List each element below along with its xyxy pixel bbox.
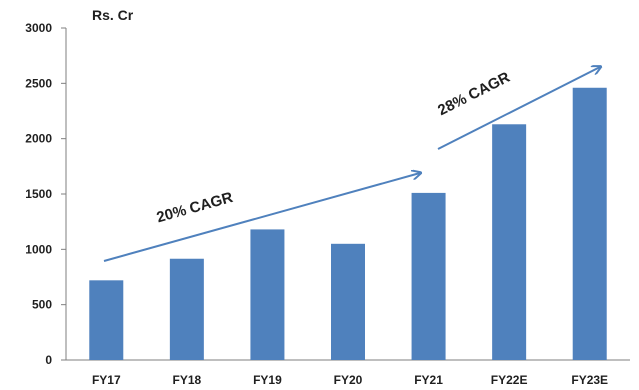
- y-axis: 0 500 1000 1500 2000 2500 3000: [25, 21, 67, 367]
- x-axis: FY17 FY18 FY19 FY20 FY21 FY22E FY23E: [66, 359, 630, 387]
- bar-fy17: [89, 280, 124, 360]
- x-tick-label: FY19: [253, 373, 282, 387]
- y-tick-label: 2000: [25, 132, 52, 146]
- x-tick-label: FY23E: [571, 373, 608, 387]
- cagr-label: 28% CAGR: [435, 69, 513, 120]
- unit-label: Rs. Cr: [92, 7, 134, 23]
- x-tick-label: FY22E: [491, 373, 528, 387]
- bar-fy21: [411, 192, 446, 360]
- bar-fy22e: [492, 124, 527, 360]
- cagr-arrow: [437, 67, 600, 150]
- x-tick-label: FY18: [173, 373, 202, 387]
- bar-fy19: [250, 229, 285, 360]
- bar-fy18: [169, 258, 204, 360]
- x-tick-label: FY20: [334, 373, 363, 387]
- y-tick-label: 2500: [25, 76, 52, 90]
- bar-fy20: [331, 243, 365, 360]
- cagr-label: 20% CAGR: [155, 189, 235, 226]
- y-tick-label: 0: [45, 353, 52, 367]
- y-tick-label: 500: [32, 298, 52, 312]
- x-tick-label: FY21: [414, 373, 443, 387]
- y-tick-label: 1500: [25, 187, 52, 201]
- cagr-arrow: [103, 173, 420, 262]
- bar-fy23e: [572, 87, 607, 360]
- y-tick-label: 3000: [25, 21, 52, 35]
- y-tick-label: 1000: [25, 242, 52, 256]
- x-tick-label: FY17: [92, 373, 121, 387]
- bars: [89, 87, 607, 360]
